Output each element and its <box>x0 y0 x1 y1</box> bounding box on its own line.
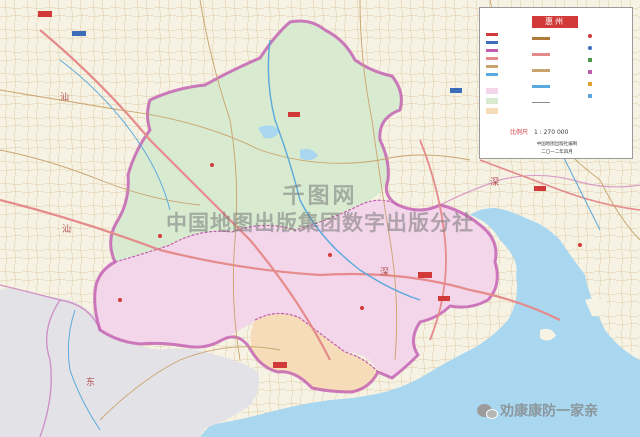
highway <box>0 198 561 321</box>
legend-entry <box>588 70 594 75</box>
district-south <box>250 313 378 392</box>
reservoir <box>300 148 318 161</box>
county-boundary <box>39 299 61 437</box>
legend-entry <box>532 52 552 57</box>
city-marker <box>38 11 52 17</box>
city-marker <box>72 31 86 36</box>
island <box>585 298 610 317</box>
legend-panel: 惠州 比例尺 1 : 270 000 中国地图出版社编制 二〇一二年四月 <box>479 7 633 159</box>
city-marker <box>450 88 462 93</box>
region-char: 深 <box>490 177 499 188</box>
edition-note: 二〇一二年四月 <box>541 150 573 155</box>
highway <box>419 139 447 341</box>
river <box>267 39 421 301</box>
legend-entry <box>486 88 500 94</box>
city-marker <box>534 186 546 191</box>
city-marker <box>438 296 450 301</box>
river <box>67 309 101 431</box>
wechat-account-name: 劝康康防一家亲 <box>500 403 599 420</box>
legend-entry <box>588 82 594 87</box>
legend-entry <box>532 36 552 41</box>
legend-entry <box>588 58 594 63</box>
district-boundary <box>114 199 399 263</box>
scale-indicator: 比例尺 1 : 270 000 <box>510 127 568 136</box>
city-marker <box>288 112 300 117</box>
road <box>199 0 241 361</box>
region-char: 东 <box>86 376 95 388</box>
wechat-signature: 劝康康防一家亲 <box>477 400 598 420</box>
watermark-publisher: 中国地图出版集团数字出版分社 <box>166 211 474 235</box>
road <box>359 0 398 361</box>
legend-entry <box>486 72 500 77</box>
neighbor-region <box>0 288 259 437</box>
highway <box>479 159 640 211</box>
legend-entry <box>486 40 500 45</box>
legend-entry <box>486 56 500 61</box>
district-north <box>110 21 402 262</box>
legend-title: 惠州 <box>532 16 578 28</box>
region-char: 深 <box>380 267 389 278</box>
legend-entry <box>532 84 552 89</box>
river <box>59 59 171 211</box>
district-boundary <box>254 312 379 373</box>
road <box>99 346 281 421</box>
legend-entry <box>486 48 500 53</box>
wechat-icon <box>477 404 498 419</box>
legend-entry <box>486 32 500 37</box>
highway <box>39 29 331 361</box>
road <box>0 149 201 206</box>
region-char: 汕 <box>60 92 69 103</box>
watermark-brand: 千图网 <box>282 184 358 209</box>
legend-entry <box>532 100 552 105</box>
legend-entry <box>532 68 552 73</box>
legend-entry <box>588 46 594 51</box>
legend-entry <box>588 34 594 39</box>
island <box>540 328 556 341</box>
place-markers <box>38 11 582 368</box>
prefecture-boundary <box>93 19 499 394</box>
legend-entry <box>486 108 500 114</box>
scale-label: 比例尺 <box>510 129 529 136</box>
city-marker <box>418 272 432 278</box>
ocean <box>200 208 640 437</box>
legend-entry <box>486 64 500 69</box>
city-marker <box>273 362 287 368</box>
reservoir <box>258 125 280 139</box>
road <box>0 89 471 164</box>
legend-entry <box>486 98 500 104</box>
publisher-note: 中国地图出版社编制 <box>536 142 578 147</box>
region-char: 汕 <box>62 224 71 235</box>
scale-value: 1 : 270 000 <box>533 129 569 136</box>
county-boundary <box>439 174 640 206</box>
legend-entry <box>588 94 594 99</box>
